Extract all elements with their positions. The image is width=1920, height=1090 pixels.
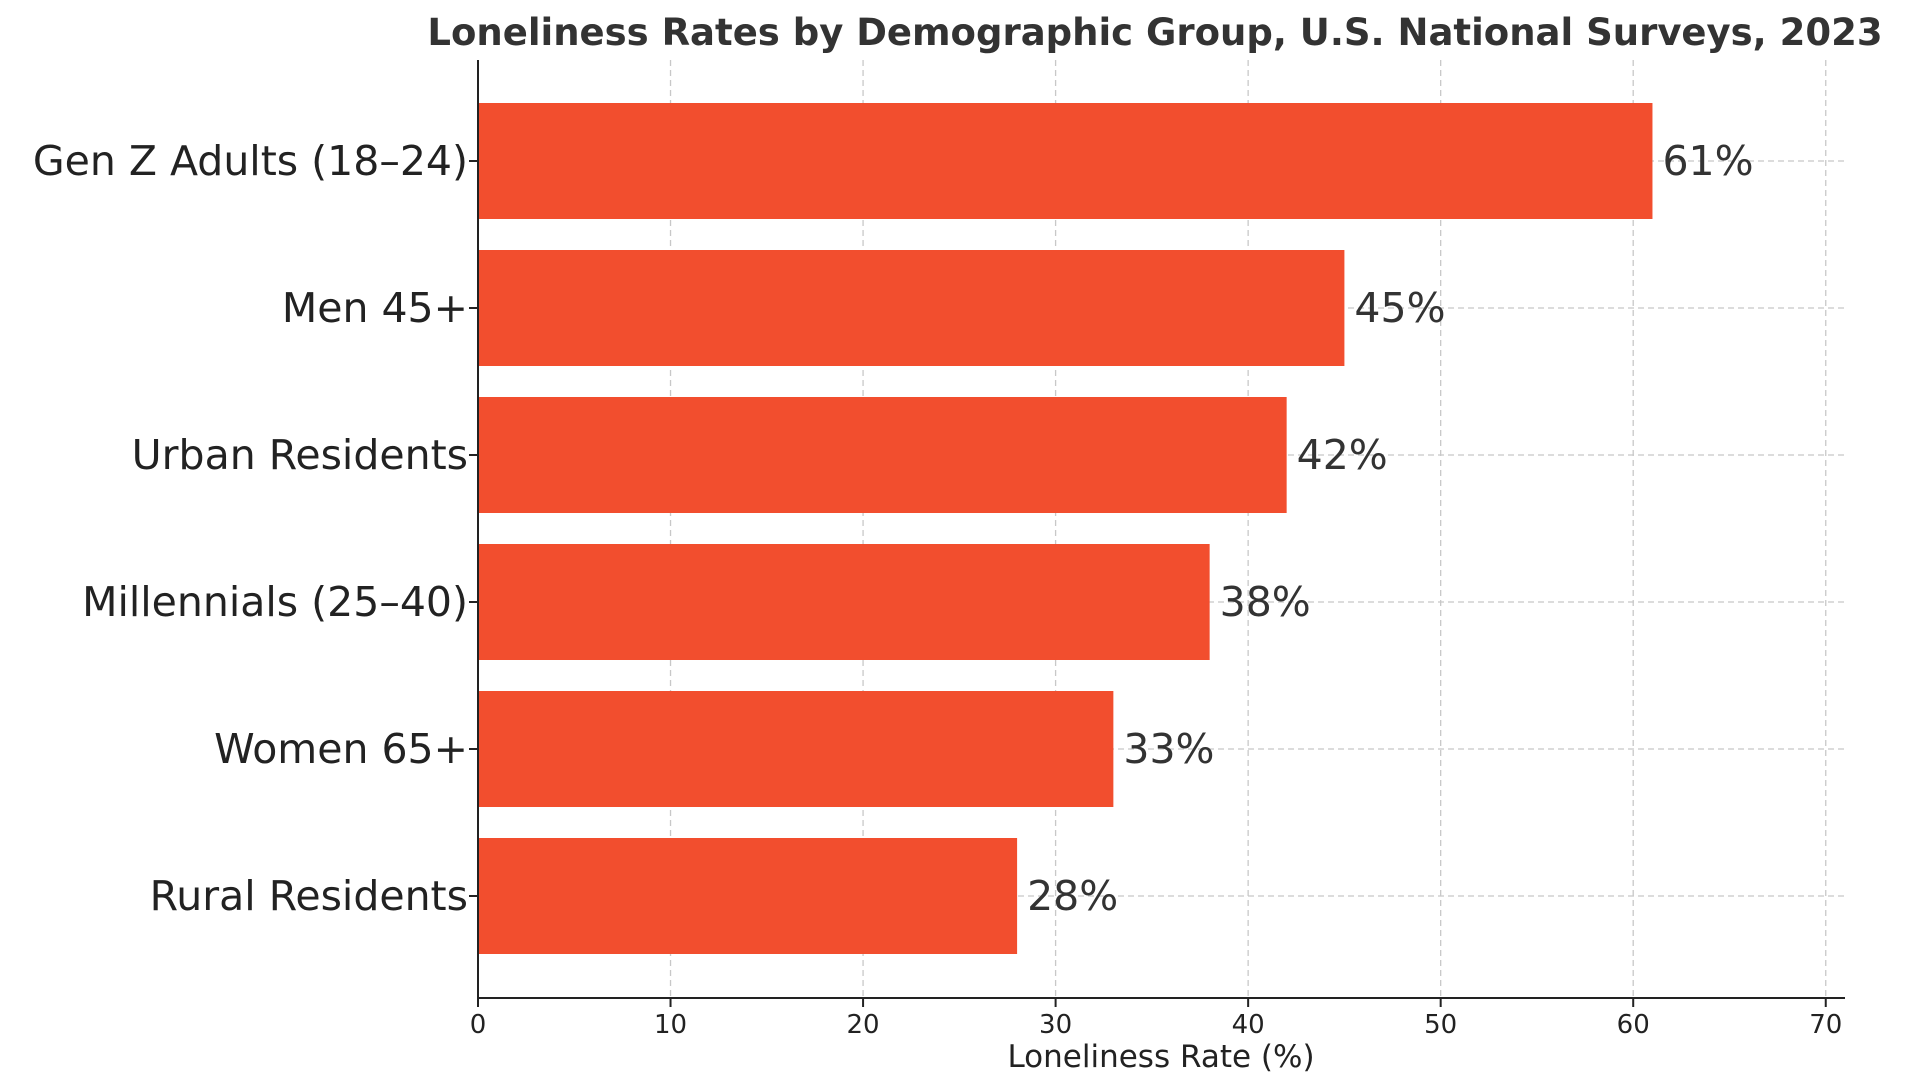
category-label: Men 45+ [282, 284, 468, 332]
x-tick-label: 60 [1617, 1010, 1650, 1040]
category-labels: Gen Z Adults (18–24) Men 45+ Urban Residen… [33, 137, 468, 920]
x-tick-label: 50 [1424, 1010, 1457, 1040]
bar [478, 250, 1345, 366]
bar [478, 544, 1210, 660]
bar [478, 103, 1653, 219]
bar [478, 397, 1287, 513]
bars [478, 103, 1653, 954]
value-labels: 61% 45% 42% 38% 33% 28% [1027, 137, 1754, 920]
value-label: 45% [1354, 284, 1445, 332]
x-tick-label: 70 [1809, 1010, 1842, 1040]
chart-title: Loneliness Rates by Demographic Group, U… [427, 11, 1882, 54]
x-axis-title: Loneliness Rate (%) [1007, 1039, 1314, 1075]
x-tick-label: 0 [470, 1010, 487, 1040]
category-label: Rural Residents [150, 872, 468, 920]
x-tick-label: 10 [654, 1010, 687, 1040]
bar [478, 838, 1018, 954]
x-tick-label: 20 [847, 1010, 880, 1040]
x-tick-label: 40 [1232, 1010, 1265, 1040]
category-label: Gen Z Adults (18–24) [33, 137, 468, 185]
category-label: Millennials (25–40) [82, 578, 468, 626]
category-label: Urban Residents [132, 431, 468, 479]
x-axis-ticks: 0 10 20 30 40 50 60 70 [469, 160, 1842, 1040]
value-label: 28% [1027, 872, 1118, 920]
value-label: 33% [1123, 725, 1214, 773]
value-label: 61% [1662, 137, 1753, 185]
value-label: 38% [1220, 578, 1311, 626]
axes [477, 60, 1845, 999]
category-label: Women 65+ [214, 725, 468, 773]
bar [478, 691, 1114, 807]
value-label: 42% [1297, 431, 1388, 479]
x-tick-label: 30 [1039, 1010, 1072, 1040]
